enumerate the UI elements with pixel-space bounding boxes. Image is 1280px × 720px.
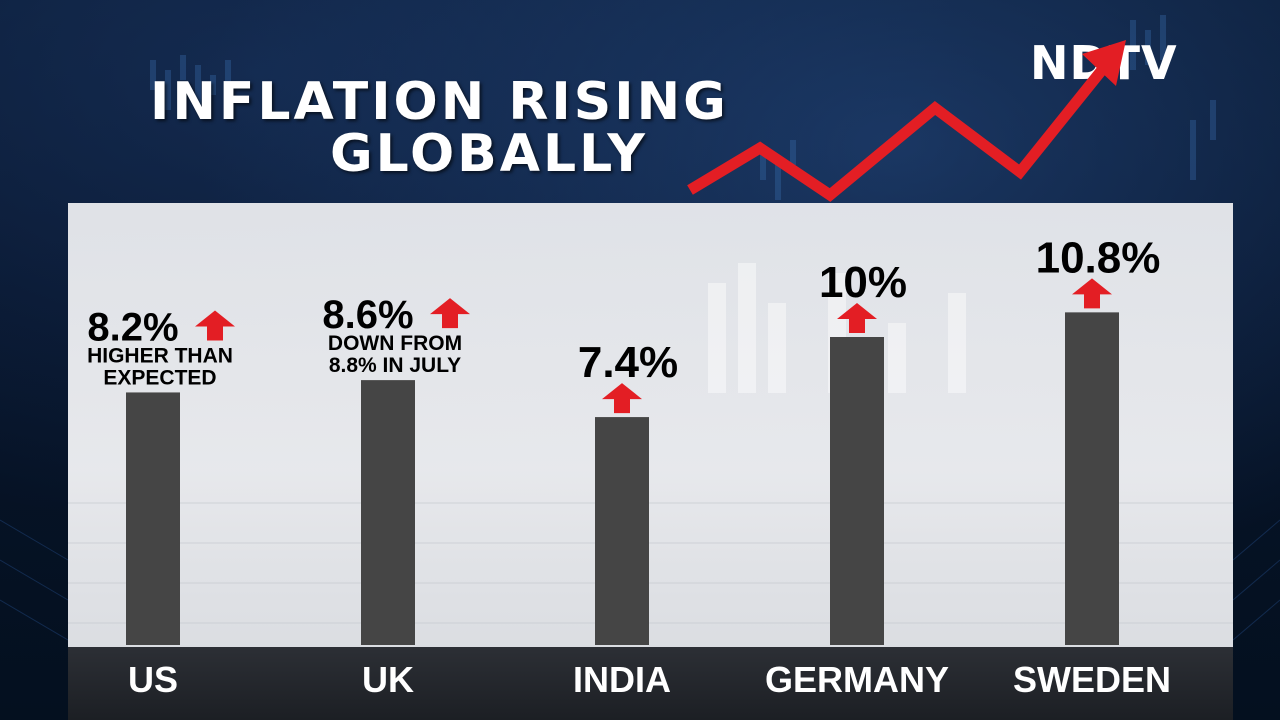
up-arrow-icon (195, 310, 235, 341)
bar-sweden (1065, 312, 1119, 645)
up-arrow-icon (837, 303, 877, 333)
value-label-us: 8.2% (87, 305, 178, 349)
category-label-germany: GERMANY (765, 659, 949, 700)
title-line-1: INFLATION RISING (150, 72, 729, 132)
category-label-us: US (128, 659, 178, 700)
up-arrow-icon (430, 298, 470, 329)
title-line-2: GLOBALLY (330, 124, 648, 184)
category-label-band (68, 647, 1233, 720)
bar-us (126, 392, 180, 645)
annotation-uk: 8.8% IN JULY (329, 354, 461, 377)
value-label-germany: 10% (819, 258, 907, 307)
bar-uk (361, 380, 415, 645)
annotation-uk: DOWN FROM (328, 332, 462, 355)
up-arrow-icon (602, 383, 642, 414)
bar-germany (830, 337, 884, 645)
up-arrow-icon (1072, 278, 1112, 309)
page-title: INFLATION RISING GLOBALLY (150, 76, 910, 180)
value-label-uk: 8.6% (322, 293, 413, 337)
category-label-india: INDIA (573, 659, 671, 700)
annotation-us: EXPECTED (103, 366, 216, 389)
chart-panel (68, 203, 1233, 647)
category-label-uk: UK (362, 659, 414, 700)
annotation-us: HIGHER THAN (87, 344, 233, 367)
category-label-sweden: SWEDEN (1013, 659, 1171, 700)
value-label-sweden: 10.8% (1036, 233, 1161, 282)
bar-india (595, 417, 649, 645)
value-label-india: 7.4% (578, 338, 678, 387)
